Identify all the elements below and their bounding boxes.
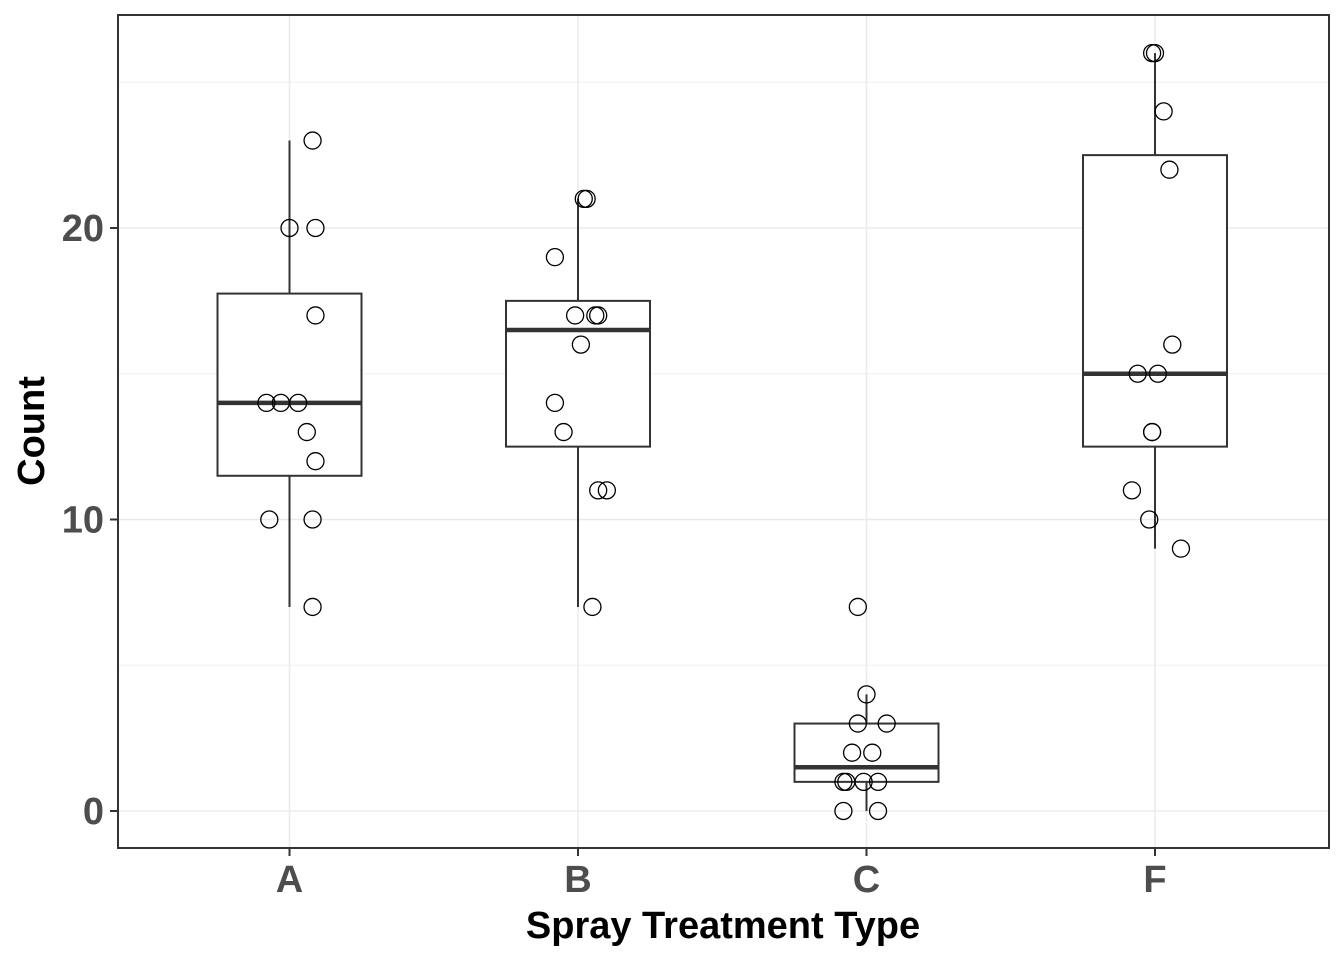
data-point bbox=[834, 772, 853, 791]
y-tick-label: 0 bbox=[83, 791, 104, 833]
y-axis-ticks: 0 10 20 bbox=[62, 208, 118, 833]
data-point bbox=[868, 801, 888, 821]
data-point bbox=[260, 510, 279, 529]
point-layer bbox=[257, 43, 1191, 821]
box-F bbox=[1082, 53, 1228, 549]
box-layer bbox=[216, 53, 1228, 811]
data-point bbox=[289, 393, 308, 413]
data-point bbox=[597, 481, 616, 500]
y-axis-title: Count bbox=[11, 376, 53, 486]
data-point bbox=[1148, 364, 1168, 383]
data-point bbox=[868, 772, 888, 791]
data-point bbox=[854, 772, 873, 791]
data-point bbox=[577, 189, 596, 209]
data-point bbox=[834, 801, 853, 821]
data-point bbox=[857, 685, 876, 704]
box-body bbox=[793, 722, 940, 783]
data-point bbox=[1142, 43, 1162, 63]
data-point bbox=[1142, 422, 1162, 442]
box-A bbox=[216, 140, 363, 607]
data-point bbox=[863, 743, 882, 762]
data-point bbox=[589, 306, 608, 325]
data-point bbox=[303, 510, 322, 529]
data-point bbox=[571, 335, 591, 354]
data-point bbox=[842, 743, 862, 762]
data-point bbox=[303, 131, 322, 150]
box-body bbox=[216, 292, 363, 477]
data-point bbox=[848, 597, 867, 617]
data-point bbox=[1122, 481, 1142, 500]
x-tick-label: B bbox=[564, 859, 591, 901]
box-body bbox=[1082, 154, 1228, 448]
data-point bbox=[554, 422, 573, 442]
x-tick-label: A bbox=[276, 859, 303, 901]
data-point bbox=[1154, 102, 1173, 121]
data-point bbox=[545, 393, 565, 413]
data-point bbox=[257, 393, 276, 413]
data-point bbox=[848, 714, 867, 733]
panel-border bbox=[117, 14, 1330, 849]
data-point bbox=[877, 714, 896, 733]
data-point bbox=[1171, 539, 1191, 558]
y-tick-label: 20 bbox=[62, 208, 104, 250]
data-point bbox=[306, 452, 325, 471]
box-C bbox=[793, 694, 940, 811]
x-tick-label: C bbox=[853, 859, 880, 901]
data-point bbox=[545, 247, 565, 267]
y-tick-label: 10 bbox=[62, 500, 104, 542]
data-point bbox=[303, 597, 322, 617]
data-point bbox=[1128, 364, 1147, 383]
box-B bbox=[505, 198, 651, 607]
data-point bbox=[1140, 510, 1159, 529]
data-point bbox=[297, 422, 316, 442]
data-point bbox=[1163, 335, 1182, 354]
data-point bbox=[280, 218, 299, 238]
data-point bbox=[565, 306, 585, 325]
box-body bbox=[505, 299, 651, 448]
data-point bbox=[589, 481, 608, 500]
data-point bbox=[1160, 160, 1179, 179]
data-point bbox=[583, 597, 602, 617]
x-tick-label: F bbox=[1143, 859, 1166, 901]
x-axis-title: Spray Treatment Type bbox=[526, 905, 920, 947]
data-point bbox=[306, 306, 325, 325]
data-point bbox=[306, 218, 325, 238]
